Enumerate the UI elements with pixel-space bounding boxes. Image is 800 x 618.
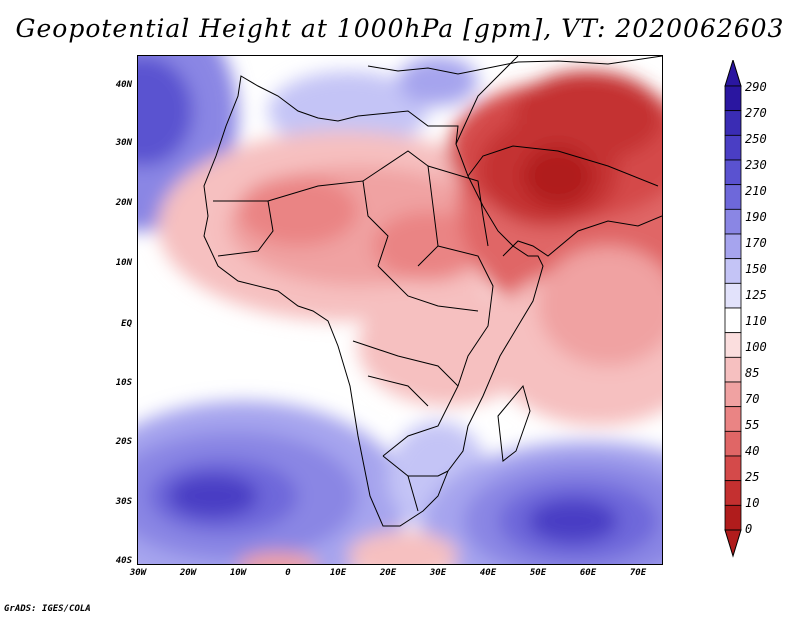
colorbar-top-arrow bbox=[724, 60, 742, 87]
lat-label-20s: 20S bbox=[115, 437, 132, 447]
colorbar-label: 110 bbox=[745, 314, 767, 328]
colorbar-label: 210 bbox=[745, 184, 767, 198]
lat-label-40s: 40S bbox=[115, 556, 132, 566]
lat-label-40n: 40N bbox=[115, 80, 132, 90]
colorbar-label: 270 bbox=[745, 106, 767, 120]
lat-label-10s: 10S bbox=[115, 378, 132, 388]
colorbar-label: 170 bbox=[745, 236, 767, 250]
colorbar-label: 100 bbox=[745, 340, 767, 354]
colorbar-cell bbox=[724, 159, 742, 186]
colorbar-cell bbox=[724, 332, 742, 358]
lon-label-30w: 30W bbox=[129, 568, 147, 578]
colorbar-cell bbox=[724, 85, 742, 112]
colorbar-cell bbox=[724, 184, 742, 210]
lon-label-60e: 60E bbox=[579, 568, 597, 578]
colorbar-label: 230 bbox=[745, 158, 767, 172]
map-panel bbox=[138, 56, 662, 564]
colorbar-cell bbox=[724, 282, 742, 309]
colorbar-cell bbox=[724, 381, 742, 408]
lon-label-0: 0 bbox=[285, 568, 291, 578]
credit-text: GrADS: IGES/COLA bbox=[4, 604, 91, 614]
colorbar-cell bbox=[724, 233, 742, 260]
lon-label-20w: 20W bbox=[179, 568, 197, 578]
colorbar-label: 125 bbox=[745, 288, 767, 302]
colorbar-label: 10 bbox=[745, 496, 760, 510]
lat-label-30s: 30S bbox=[115, 497, 132, 507]
lon-label-10w: 10W bbox=[229, 568, 247, 578]
colorbar-label: 250 bbox=[745, 132, 767, 146]
lat-label-eq: EQ bbox=[121, 319, 132, 329]
colorbar-label: 85 bbox=[745, 366, 760, 380]
colorbar-label: 0 bbox=[745, 522, 753, 536]
lon-label-30e: 30E bbox=[429, 568, 447, 578]
lat-label-10n: 10N bbox=[115, 258, 132, 268]
colorbar-label: 290 bbox=[745, 80, 767, 94]
colorbar-label: 25 bbox=[745, 470, 760, 484]
colorbar-cell bbox=[724, 430, 742, 457]
lon-label-40e: 40E bbox=[479, 568, 497, 578]
colorbar-cell bbox=[724, 504, 742, 531]
colorbar-label: 150 bbox=[745, 262, 767, 276]
colorbar-cell bbox=[724, 134, 742, 161]
lon-label-70e: 70E bbox=[629, 568, 647, 578]
colorbar-cell bbox=[724, 406, 742, 432]
colorbar-bottom-arrow bbox=[724, 529, 742, 558]
colorbar-label: 190 bbox=[745, 210, 767, 224]
high-nw-core bbox=[138, 56, 193, 166]
lon-label-50e: 50E bbox=[529, 568, 547, 578]
height-field bbox=[138, 56, 662, 564]
colorbar-label: 55 bbox=[745, 418, 760, 432]
colorbar-cell bbox=[724, 307, 742, 334]
colorbar-cell bbox=[724, 208, 742, 235]
colorbar-cell bbox=[724, 480, 742, 506]
colorbar-cell bbox=[724, 356, 742, 383]
lat-label-30n: 30N bbox=[115, 138, 132, 148]
colorbar-cell bbox=[724, 110, 742, 136]
colorbar-label: 40 bbox=[745, 444, 760, 458]
coastlines bbox=[203, 56, 662, 527]
colorbar-label: 70 bbox=[745, 392, 760, 406]
colorbar-cell bbox=[724, 455, 742, 482]
lon-label-20e: 20E bbox=[379, 568, 397, 578]
lat-label-20n: 20N bbox=[115, 198, 132, 208]
colorbar-cell bbox=[724, 258, 742, 284]
lon-label-10e: 10E bbox=[329, 568, 347, 578]
colorbar bbox=[724, 60, 742, 558]
map-title: Geopotential Height at 1000hPa [gpm], VT… bbox=[15, 14, 785, 43]
